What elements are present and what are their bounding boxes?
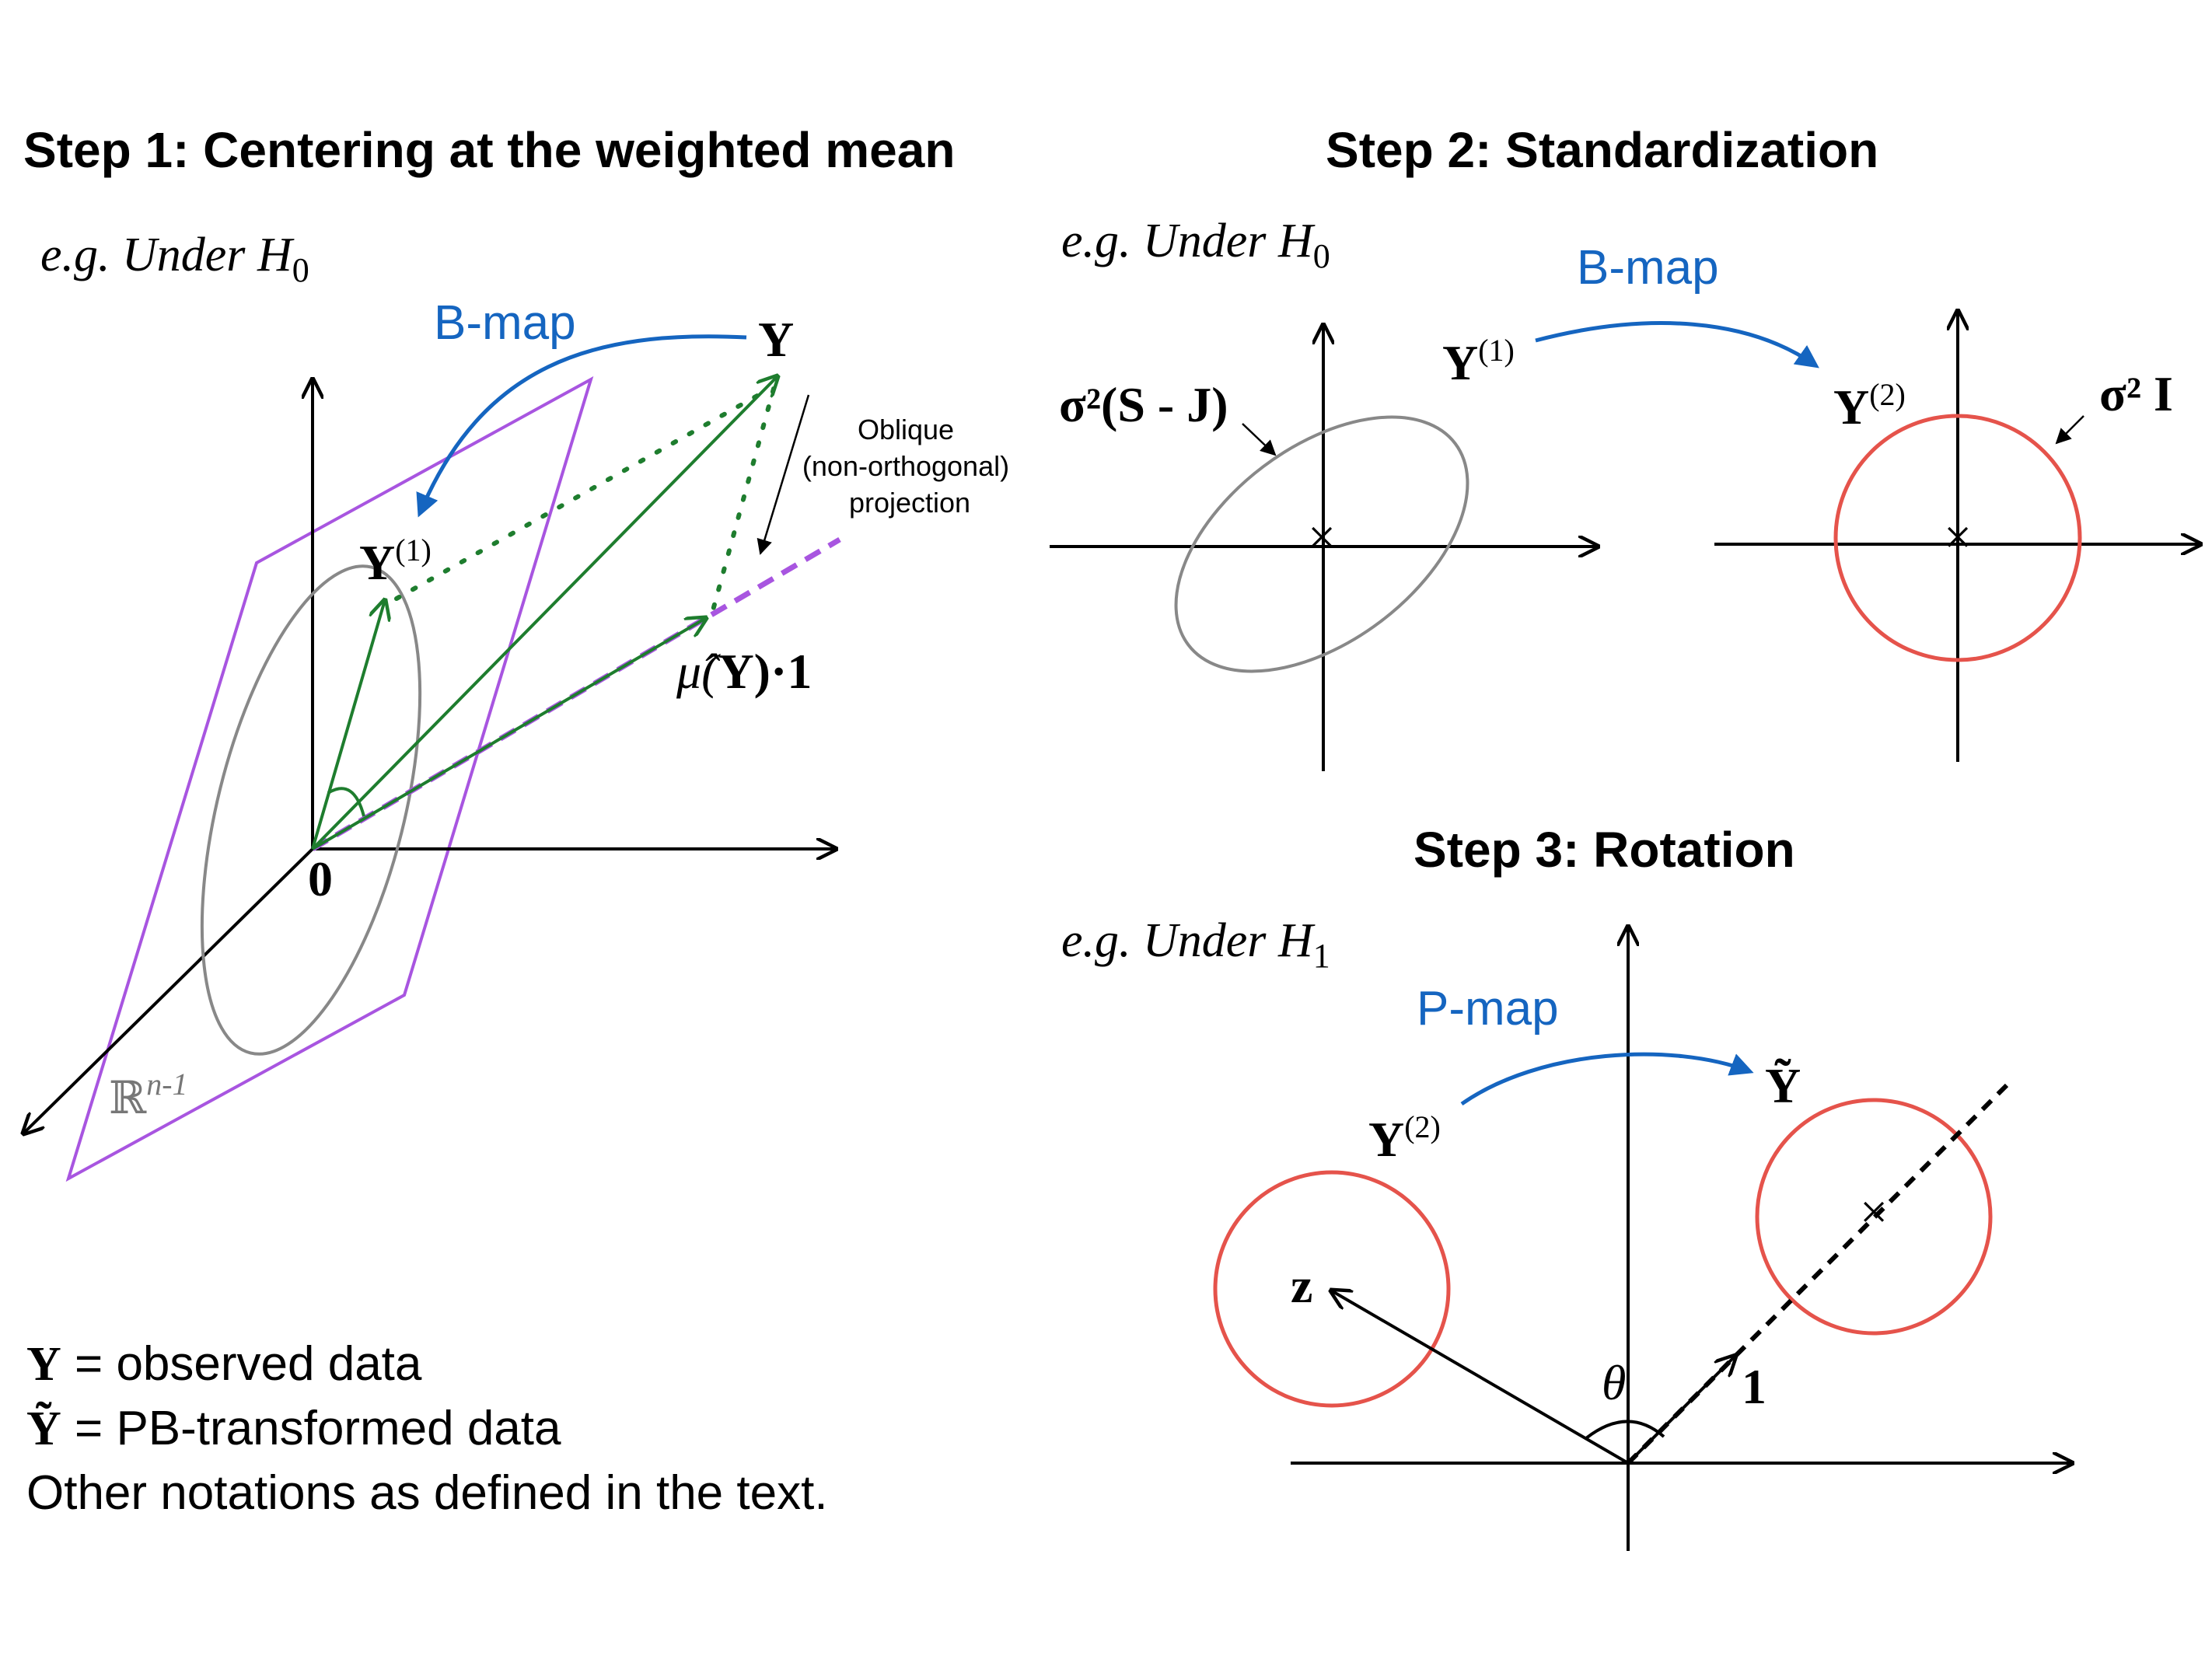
vector-z (1331, 1291, 1630, 1465)
legend-line-2: Ỹ = PB-transformed data (26, 1402, 561, 1455)
step3-y2-label: Y(2) (1368, 1109, 1441, 1167)
vector-y (311, 376, 778, 850)
theta-arc (1585, 1420, 1665, 1440)
step2-circle (1833, 414, 2082, 662)
subspace-label: ℝn-1 (109, 1067, 188, 1124)
cov-left-pointer (1242, 423, 1277, 456)
one-label: 1 (1742, 1359, 1766, 1414)
b-map-label-step2: B-map (1577, 241, 1719, 295)
legend-line-1: Y = observed data (26, 1337, 422, 1391)
theta-label: θ (1602, 1355, 1626, 1410)
step2-left-center-mark: × (1308, 509, 1336, 564)
z-label: z (1291, 1258, 1312, 1313)
step3-title: Step 3: Rotation (1414, 822, 1795, 878)
y-label: Y (758, 312, 794, 367)
step2-y2-label: Y(2) (1833, 377, 1906, 435)
step2-condition: e.g. Under H0 (1061, 215, 1330, 275)
legend: Y = observed data Ỹ = PB-transformed dat… (26, 1337, 828, 1520)
p-map-arrow (1460, 1052, 1754, 1106)
covariance-ellipse (200, 564, 422, 1056)
vector-mean (311, 618, 706, 850)
projection-dotted-2 (709, 386, 776, 618)
projection-note: Oblique (non-orthogonal) projection (802, 414, 1017, 519)
step1-condition: e.g. Under H0 (40, 229, 309, 289)
origin-label: 0 (308, 851, 333, 906)
b-map-arrow-step1 (416, 334, 747, 518)
step2-cov-left-label: σ²(S - J) (1059, 377, 1228, 432)
mean-label: μ̂(Y)·1 (676, 644, 812, 699)
p-map-label: P-map (1417, 982, 1559, 1036)
legend-line-3: Other notations as defined in the text. (26, 1466, 828, 1520)
vector-y1 (311, 600, 385, 850)
step3-condition: e.g. Under H1 (1061, 914, 1330, 975)
subspace-plane (65, 375, 594, 1182)
step1-title: Step 1: Centering at the weighted mean (23, 122, 955, 178)
projection-dotted-1 (394, 386, 772, 601)
y1-label: Y(1) (359, 533, 432, 590)
cov-right-pointer (2055, 415, 2084, 445)
step2-cov-right-label: σ² I (2099, 366, 2173, 421)
step2-y1-label: Y(1) (1442, 333, 1515, 390)
b-map-label-step1: B-map (434, 296, 576, 350)
step3-panel: Step 3: Rotation e.g. Under H1 z Y(2) × … (1061, 822, 2072, 1551)
step2-right-center-mark: × (1944, 509, 1972, 564)
step2-ellipse (1174, 415, 1469, 673)
step1-panel: Step 1: Centering at the weighted mean e… (23, 122, 1017, 1182)
angle-arc-step1 (327, 787, 365, 817)
axis-depth (23, 847, 314, 1133)
step3-left-circle (1213, 1170, 1451, 1408)
step2-title: Step 2: Standardization (1326, 122, 1878, 178)
step2-panel: Step 2: Standardization e.g. Under H0 × … (1050, 122, 2200, 771)
step3-right-center-mark: × (1860, 1184, 1888, 1239)
step3-right-circle (1755, 1098, 1993, 1336)
ytilde-label: Ỹ (1765, 1058, 1801, 1113)
vector-one (1627, 1356, 1735, 1465)
projection-note-arrow (757, 394, 810, 555)
b-map-arrow-step2 (1535, 321, 1819, 368)
